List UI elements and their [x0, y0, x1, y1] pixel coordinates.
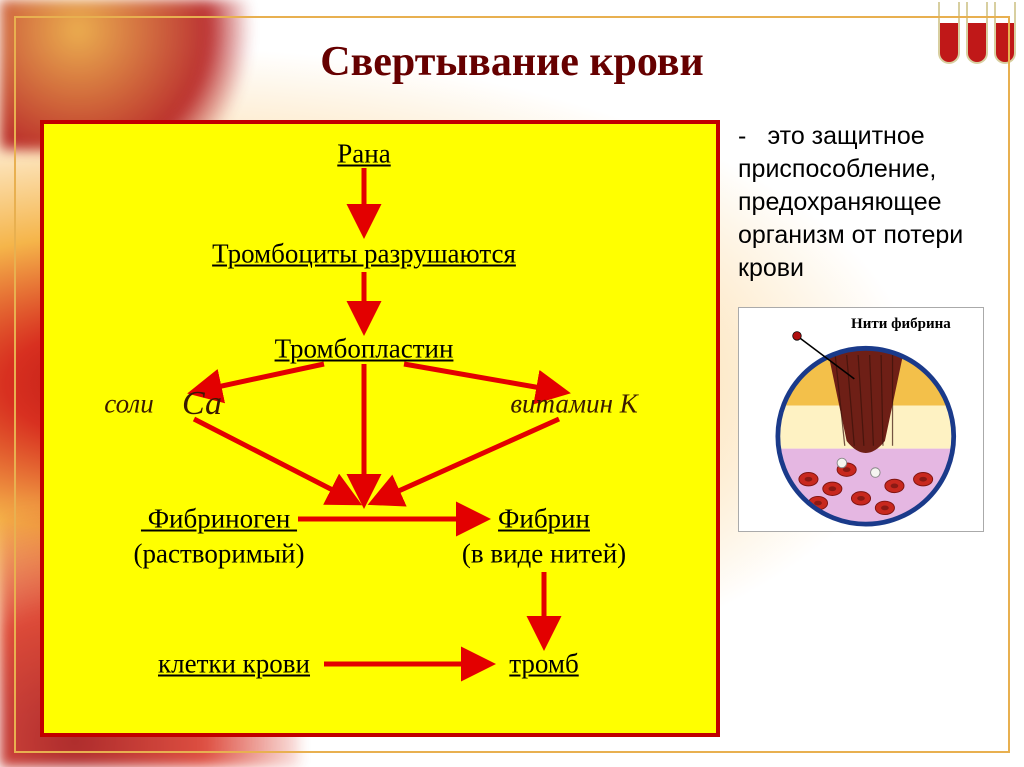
- node-thrombus: тромб: [509, 649, 578, 680]
- fibrin-inset-image: Нити фибрина: [738, 307, 984, 532]
- node-vitamin_k: витамин К: [510, 389, 637, 420]
- node-blood_cells: клетки крови: [158, 649, 310, 680]
- node-thromboplastin: Тромбопластин: [275, 334, 454, 365]
- node-fibrin: Фибрин: [498, 504, 590, 535]
- node-fibrinogen_sub: (растворимый): [134, 539, 305, 570]
- node-platelets: Тромбоциты разрушаются: [212, 239, 516, 270]
- definition-text: - это защитное приспособление, предохран…: [738, 120, 984, 285]
- inset-label: Нити фибрина: [851, 316, 951, 333]
- node-wound: Рана: [337, 139, 390, 170]
- wound-cross-section-icon: [743, 312, 979, 527]
- node-fibrin_sub: (в виде нитей): [462, 539, 626, 570]
- flowchart-arrows: [44, 124, 716, 733]
- node-ca_salts_pre: соли: [104, 389, 153, 420]
- node-fibrinogen: Фибриноген: [141, 504, 297, 535]
- node-ca_salts: Са: [182, 385, 222, 423]
- slide-title: Свертывание крови: [0, 38, 1024, 86]
- coagulation-flowchart: Рана Тромбоциты разрушаются Тромбопластин с…: [40, 120, 720, 737]
